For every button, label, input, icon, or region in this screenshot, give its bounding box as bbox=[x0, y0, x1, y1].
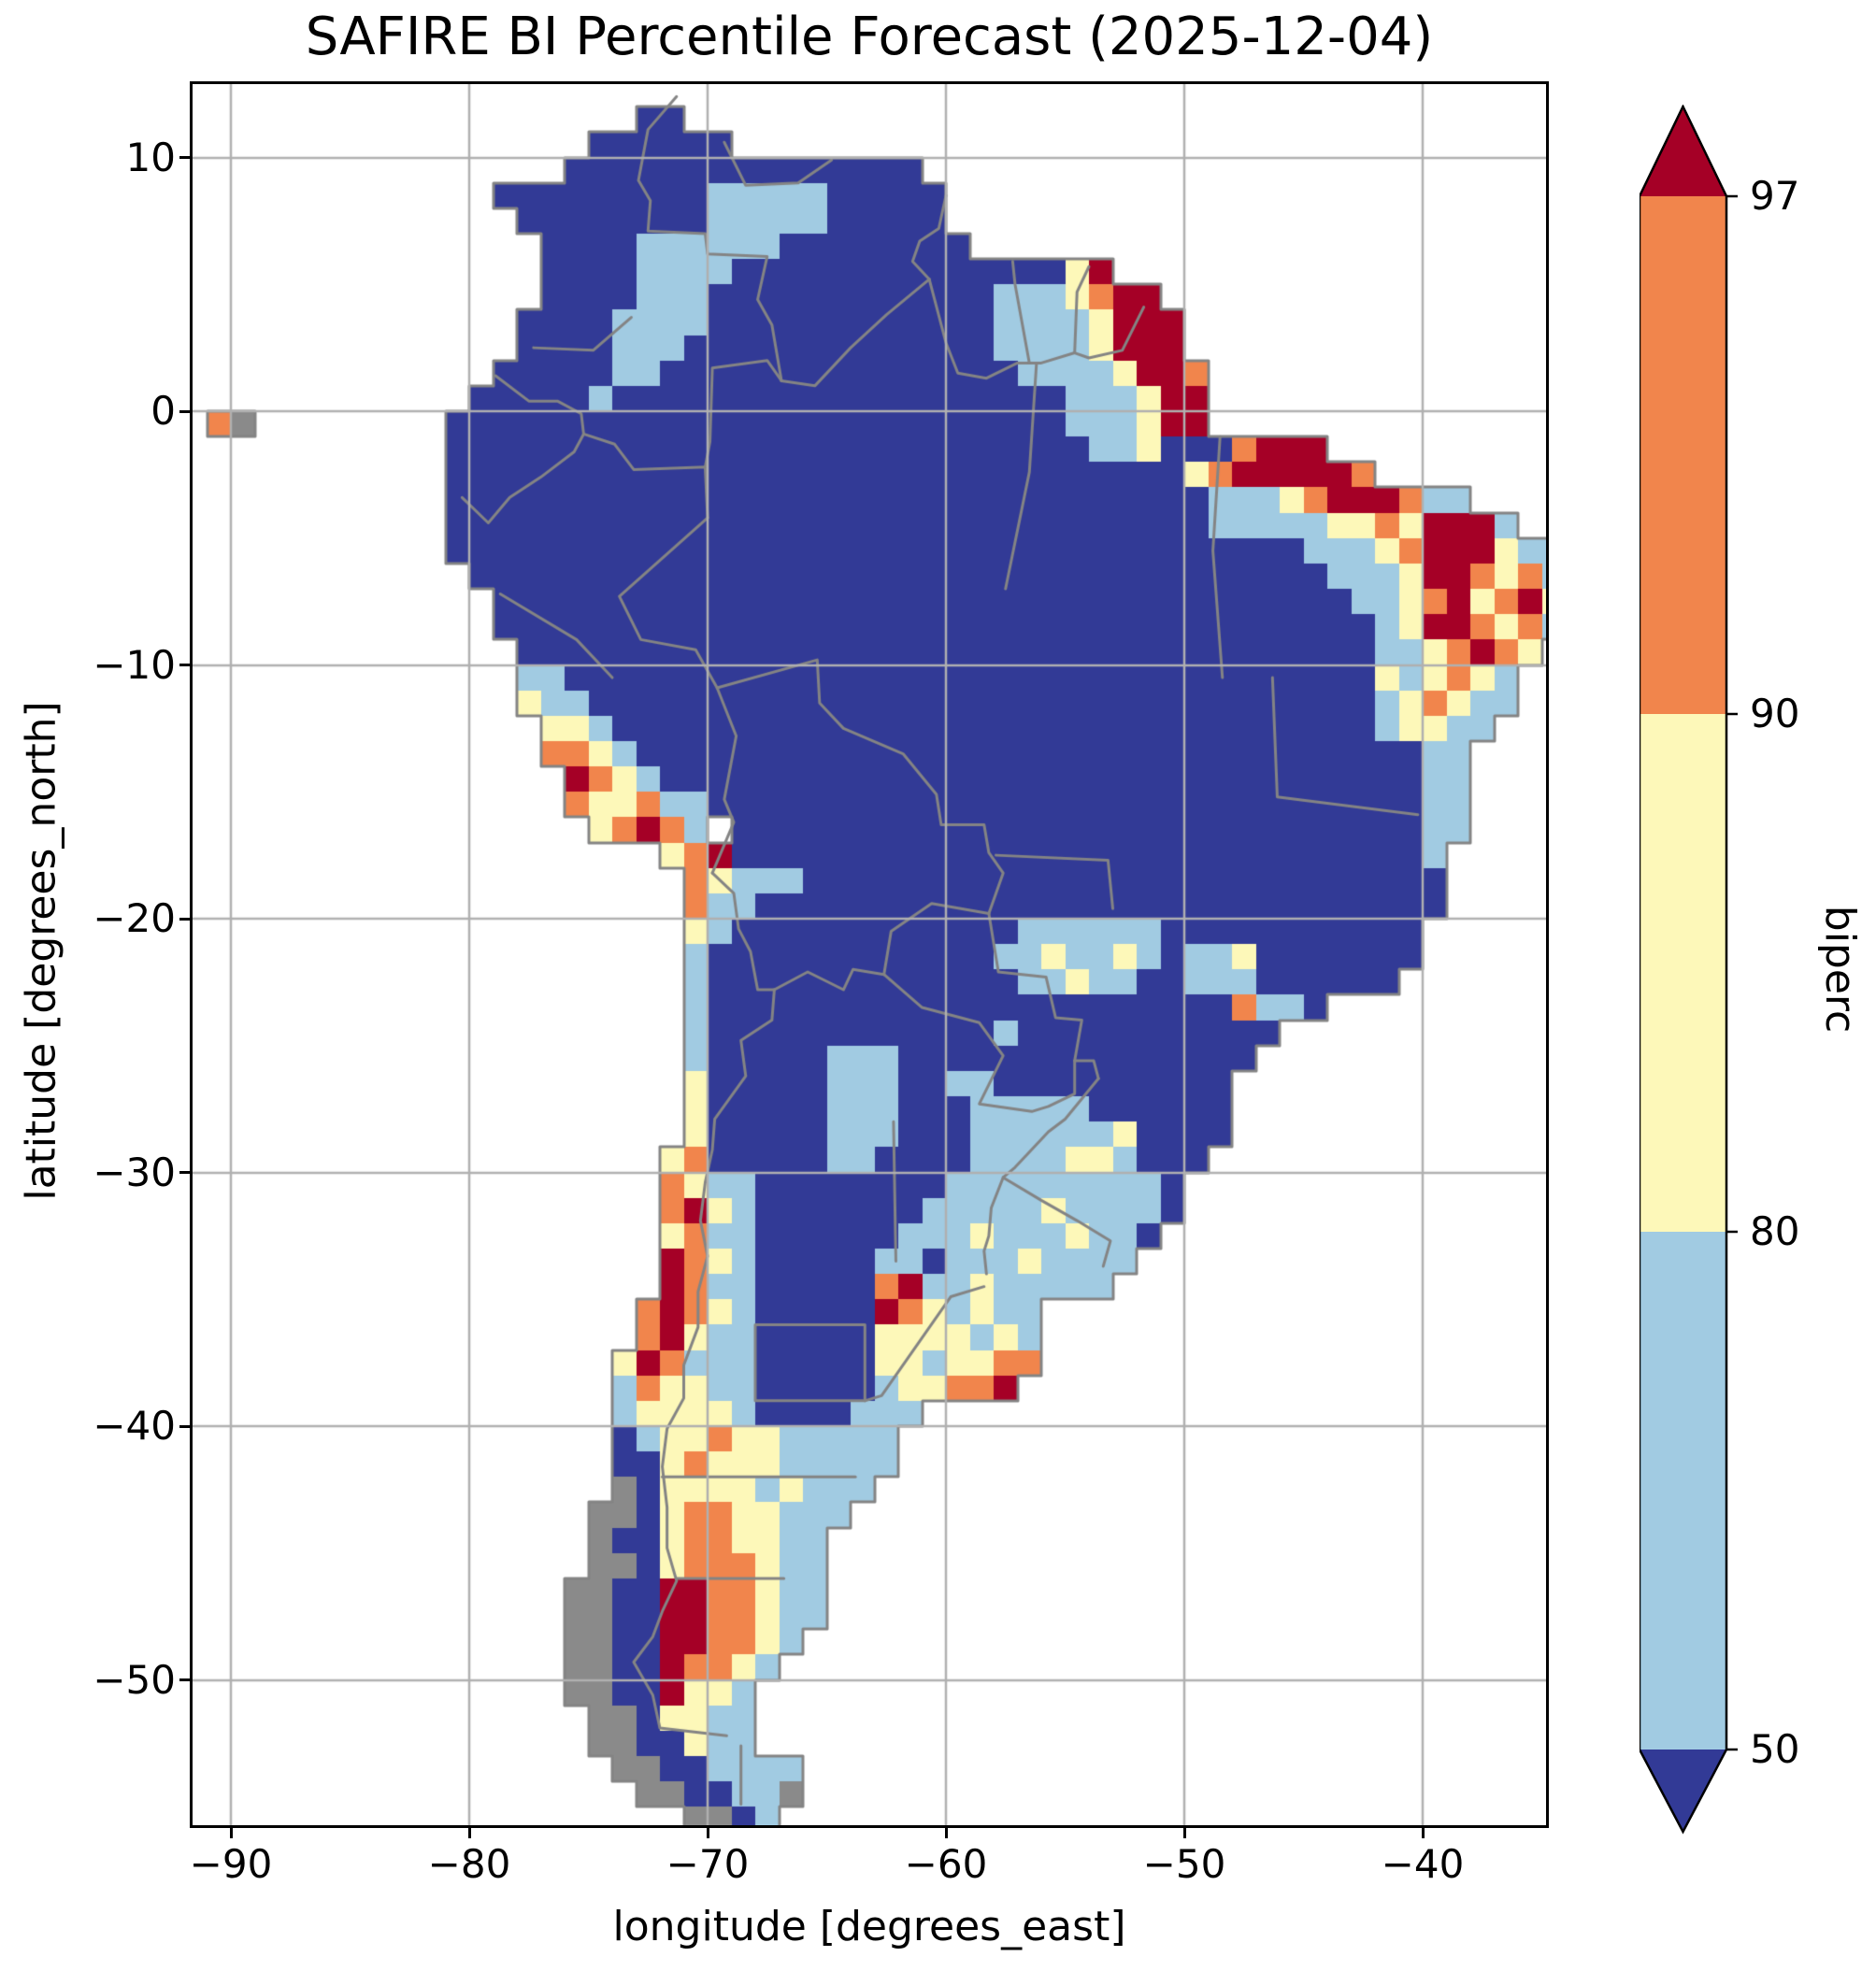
x-tick-mark bbox=[1182, 1825, 1186, 1838]
y-tick-label: −40 bbox=[93, 1403, 176, 1449]
colorbar-segment bbox=[1640, 1232, 1726, 1750]
y-tick-mark bbox=[179, 664, 193, 666]
x-tick-mark bbox=[229, 1825, 233, 1838]
x-tick-label: −70 bbox=[666, 1841, 750, 1887]
y-tick-mark bbox=[179, 1424, 193, 1428]
x-tick-label: −60 bbox=[904, 1841, 988, 1887]
colorbar-tick-label: 97 bbox=[1750, 173, 1800, 219]
y-tick-label: −10 bbox=[93, 641, 176, 688]
x-tick-label: −80 bbox=[427, 1841, 511, 1887]
colorbar-tick-label: 50 bbox=[1750, 1726, 1800, 1772]
colorbar-segment bbox=[1640, 107, 1726, 196]
x-tick-label: −50 bbox=[1142, 1841, 1226, 1887]
y-tick-mark bbox=[179, 156, 193, 159]
x-tick-label: −90 bbox=[189, 1841, 273, 1887]
y-tick-mark bbox=[179, 1171, 193, 1174]
colorbar-tick-label: 80 bbox=[1750, 1208, 1800, 1254]
y-tick-label: −30 bbox=[93, 1149, 176, 1195]
y-tick-mark bbox=[179, 409, 193, 413]
map-plot-area bbox=[190, 81, 1549, 1828]
y-tick-mark bbox=[179, 1678, 193, 1681]
colorbar-segment bbox=[1640, 196, 1726, 714]
x-tick-label: −40 bbox=[1381, 1841, 1465, 1887]
y-tick-label: 10 bbox=[125, 134, 176, 180]
colorbar-segment bbox=[1640, 714, 1726, 1232]
south-america-biperc-map bbox=[193, 84, 1546, 1825]
colorbar-label: biperc bbox=[1816, 905, 1864, 1034]
x-tick-mark bbox=[706, 1825, 709, 1838]
x-axis-label: longitude [degrees_east] bbox=[612, 1903, 1126, 1950]
y-tick-mark bbox=[179, 917, 193, 921]
colorbar bbox=[1640, 105, 1738, 1835]
y-tick-label: −20 bbox=[93, 895, 176, 941]
x-tick-mark bbox=[1421, 1825, 1425, 1838]
y-axis-label: latitude [degrees_north] bbox=[17, 701, 65, 1201]
colorbar-tick-label: 90 bbox=[1750, 691, 1800, 736]
chart-title: SAFIRE BI Percentile Forecast (2025-12-0… bbox=[305, 7, 1434, 67]
colorbar-segment bbox=[1640, 1750, 1726, 1832]
x-tick-mark bbox=[944, 1825, 948, 1838]
x-tick-mark bbox=[467, 1825, 471, 1838]
y-tick-label: −50 bbox=[93, 1656, 176, 1703]
y-tick-label: 0 bbox=[150, 388, 176, 434]
